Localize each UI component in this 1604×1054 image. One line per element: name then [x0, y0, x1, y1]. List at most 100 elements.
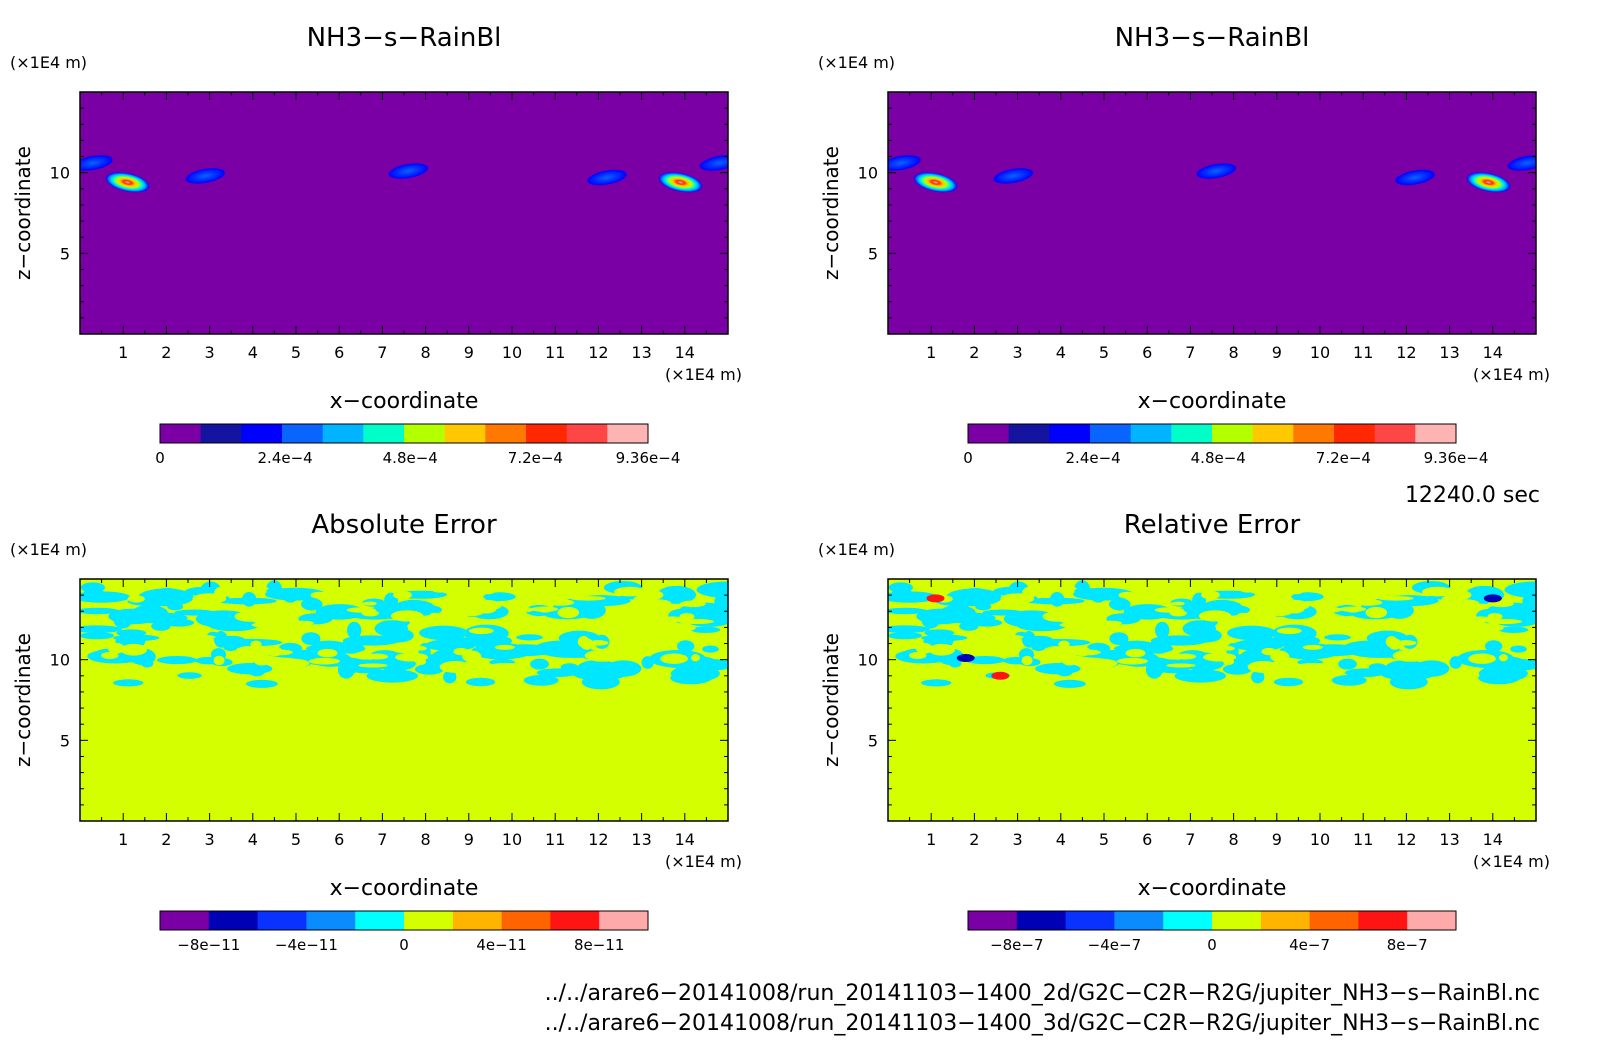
x-tick-label: 14: [675, 343, 695, 362]
error-patch: [972, 618, 1003, 627]
y-unit-label: (×1E4 m): [818, 540, 895, 559]
data-blob-6: [80, 155, 113, 171]
x-tick-label: 10: [1310, 343, 1330, 362]
data-blob-1: [105, 172, 150, 193]
error-patch: [1367, 632, 1392, 643]
error-patch: [560, 663, 579, 672]
y-tick-label: 5: [868, 731, 878, 750]
x-tick-label: 12: [588, 830, 608, 849]
error-gap: [1378, 596, 1414, 601]
data-blob-4: [1395, 169, 1435, 186]
x-tick-label: 5: [291, 343, 301, 362]
x-unit-label: (×1E4 m): [665, 365, 742, 384]
error-patch: [1338, 658, 1357, 670]
error-gap: [1385, 635, 1398, 648]
error-patch: [219, 638, 283, 647]
colorbar-tick-label: 4.8e−4: [383, 449, 438, 467]
colorbar-swatch: [1212, 424, 1254, 443]
error-gap: [1499, 654, 1508, 662]
error-gap: [253, 655, 270, 666]
colorbar-swatch: [485, 424, 527, 443]
error-gap: [660, 653, 688, 664]
y-axis-label: z−coordinate: [819, 146, 843, 280]
x-tick-label: 8: [1229, 343, 1239, 362]
error-gap: [1201, 590, 1220, 600]
colorbar-frame: [967, 423, 1457, 444]
x-tick-label: 7: [1185, 343, 1195, 362]
data-blob-1: [913, 172, 958, 193]
error-gap: [1419, 609, 1430, 619]
error-gap: [1198, 610, 1232, 622]
error-gap: [101, 652, 119, 659]
error-patch: [1251, 670, 1265, 684]
error-gap: [1247, 661, 1280, 673]
y-tick-label: 10: [858, 164, 878, 183]
error-gap: [909, 652, 927, 659]
error-patch: [300, 598, 323, 611]
colorbar-swatch: [160, 424, 202, 443]
error-gap: [1059, 622, 1088, 628]
y-axis-label: z−coordinate: [11, 146, 35, 280]
x-tick-label: 6: [1142, 343, 1152, 362]
error-patch: [80, 632, 115, 640]
error-gap: [80, 644, 96, 652]
error-gap: [1203, 652, 1237, 662]
x-tick-label: 1: [926, 343, 936, 362]
x-tick-label: 7: [377, 830, 387, 849]
error-patch: [140, 658, 154, 668]
x-tick-label: 2: [161, 343, 171, 362]
x-tick-label: 6: [334, 830, 344, 849]
y-tick-label: 5: [868, 244, 878, 263]
error-gap: [358, 663, 388, 668]
x-tick-label: 14: [1483, 830, 1503, 849]
colorbar-swatch: [1212, 911, 1262, 930]
error-patch: [1385, 601, 1414, 619]
colorbar-swatch: [1252, 424, 1294, 443]
error-patch: [1050, 591, 1065, 607]
colorbar-swatch: [526, 424, 568, 443]
x-tick-label: 4: [1056, 830, 1066, 849]
x-axis-label: x−coordinate: [1138, 876, 1287, 901]
y-axis-label: z−coordinate: [11, 633, 35, 767]
error-patch: [137, 588, 194, 607]
x-tick-label: 6: [334, 343, 344, 362]
data-blob-2: [1466, 172, 1511, 193]
error-gap: [258, 649, 293, 656]
error-patch: [1510, 645, 1527, 653]
x-tick-label: 8: [421, 830, 431, 849]
x-tick-label: 12: [1396, 343, 1416, 362]
error-patch: [339, 639, 364, 654]
colorbar-swatch: [160, 911, 210, 930]
data-blob-2: [658, 172, 703, 193]
x-tick-label: 10: [502, 830, 522, 849]
error-spot-1: [926, 594, 945, 603]
data-blob-5: [388, 163, 429, 179]
error-gap: [639, 599, 672, 608]
error-patch: [164, 618, 195, 627]
x-tick-label: 2: [969, 830, 979, 849]
error-patch: [1108, 598, 1131, 611]
x-tick-label: 12: [588, 343, 608, 362]
data-blob-3: [993, 168, 1034, 184]
error-gap: [291, 620, 314, 626]
x-tick-label: 1: [118, 830, 128, 849]
colorbar-swatch: [501, 911, 551, 930]
error-gap: [1466, 632, 1480, 641]
error-gap: [656, 645, 677, 650]
error-patch: [1016, 619, 1067, 632]
error-gap: [1057, 586, 1077, 591]
y-unit-label: (×1E4 m): [10, 53, 87, 72]
error-gap: [107, 643, 125, 654]
error-patch: [948, 658, 962, 668]
error-patch: [443, 670, 457, 684]
x-axis-label: x−coordinate: [1138, 389, 1287, 414]
error-patch: [174, 609, 216, 616]
error-gap: [1058, 640, 1070, 649]
error-patch: [414, 663, 444, 675]
error-patch: [1273, 677, 1304, 687]
plot-content: [80, 580, 728, 690]
x-tick-label: 10: [1310, 830, 1330, 849]
error-gap: [1486, 618, 1523, 625]
error-gap: [414, 646, 427, 651]
x-tick-label: 2: [161, 830, 171, 849]
